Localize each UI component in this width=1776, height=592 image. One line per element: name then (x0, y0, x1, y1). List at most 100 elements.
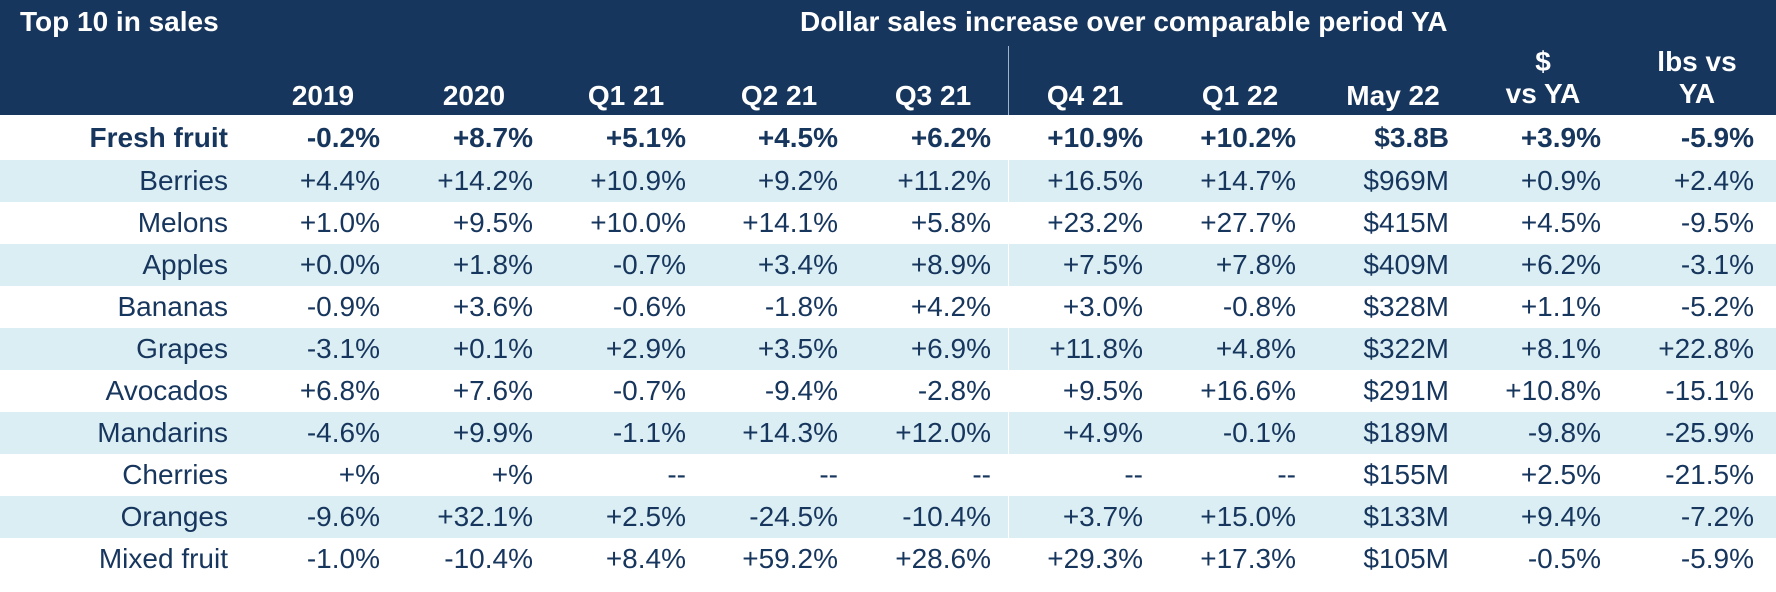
total-row: Fresh fruit -0.2% +8.7% +5.1% +4.5% +6.2% +10.… (0, 116, 1776, 160)
table-cell: +32.1% (437, 501, 533, 532)
table-cell: +10.0% (590, 207, 686, 238)
column-divider (1008, 412, 1009, 454)
table-cell: $328M (1363, 291, 1449, 322)
table-cell: -0.1% (1222, 417, 1296, 448)
table-cell: +0.9% (1520, 165, 1601, 196)
table-cell: +29.3% (1047, 543, 1143, 574)
table-cell: $133M (1363, 501, 1449, 532)
table-cell: -5.9% (1680, 543, 1754, 574)
table-cell: +11.2% (897, 165, 991, 196)
table-cell: $189M (1363, 417, 1449, 448)
table-cell: -- (819, 459, 838, 490)
table-cell: +3.7% (1062, 501, 1143, 532)
table-cell: -5.2% (1680, 291, 1754, 322)
column-header: Q2 21 (689, 80, 869, 112)
table-cell: -10.4% (444, 543, 533, 574)
table-cell: +6.2% (910, 122, 991, 153)
column-divider (1008, 328, 1009, 370)
column-header-line2: Q1 22 (1201, 80, 1279, 111)
table-cell: -3.1% (306, 333, 380, 364)
table-cell: -10.4% (902, 501, 991, 532)
column-header-line1: $ (1535, 46, 1551, 77)
table-cell: +2.5% (605, 501, 686, 532)
column-header-line2: 2020 (442, 80, 506, 111)
table-row: Apples +0.0% +1.8% -0.7% +3.4% +8.9% +7.5% +7.8… (0, 244, 1776, 286)
column-header: Q3 21 (843, 80, 1023, 112)
table-cell: -0.5% (1527, 543, 1601, 574)
table-cell: +9.5% (452, 207, 533, 238)
table-cell: +3.4% (757, 249, 838, 280)
table-cell: +5.8% (910, 207, 991, 238)
table-row: Grapes -3.1% +0.1% +2.9% +3.5% +6.9% +11.8% +4.… (0, 328, 1776, 370)
table-cell: -2.8% (917, 375, 991, 406)
table-cell: -1.0% (306, 543, 380, 574)
table-cell: +2.5% (1520, 459, 1601, 490)
table-cell: -5.9% (1680, 122, 1754, 153)
row-label: Avocados (105, 375, 228, 406)
table-row: Bananas -0.9% +3.6% -0.6% -1.8% +4.2% +3.0% -0.… (0, 286, 1776, 328)
table-cell: +3.5% (757, 333, 838, 364)
column-header-line2: Q4 21 (1046, 80, 1124, 111)
column-header: Q4 21 (995, 80, 1175, 112)
row-label: Oranges (120, 501, 228, 532)
table-cell: -3.1% (1680, 249, 1754, 280)
table-cell: -1.1% (612, 417, 686, 448)
table-cell: +17.3% (1200, 543, 1296, 574)
column-header: Q1 22 (1150, 80, 1330, 112)
column-header: 2020 (384, 80, 564, 112)
table-cell: +3.9% (1520, 122, 1601, 153)
table-cell: +0.0% (299, 249, 380, 280)
table-cell: +8.7% (452, 122, 533, 153)
table-cell: +14.3% (742, 417, 838, 448)
table-cell: +4.5% (757, 122, 838, 153)
column-divider (1008, 202, 1009, 244)
column-header: 2019 (233, 80, 413, 112)
column-header-line2: Q3 21 (894, 80, 972, 111)
table-cell: +4.9% (1062, 417, 1143, 448)
table-cell: +9.2% (757, 165, 838, 196)
table-cell: +2.9% (605, 333, 686, 364)
table-cell: -9.8% (1527, 417, 1601, 448)
table-cell: +9.4% (1520, 501, 1601, 532)
table-cell: +0.1% (452, 333, 533, 364)
column-header-line2: 2019 (291, 80, 355, 111)
column-divider (1008, 496, 1009, 538)
table-cell: +1.1% (1520, 291, 1601, 322)
table-body: Fresh fruit -0.2% +8.7% +5.1% +4.5% +6.2% +10.… (0, 116, 1776, 580)
table-row: Mixed fruit -1.0% -10.4% +8.4% +59.2% +28.6% +… (0, 538, 1776, 580)
table-cell: +8.4% (605, 543, 686, 574)
table-cell: $409M (1363, 249, 1449, 280)
column-header: May 22 (1303, 80, 1483, 112)
table-cell: -0.8% (1222, 291, 1296, 322)
row-label: Berries (139, 165, 228, 196)
table-row: Berries +4.4% +14.2% +10.9% +9.2% +11.2% +16.5… (0, 160, 1776, 202)
table-cell: +10.2% (1200, 122, 1296, 153)
table-cell: +4.4% (299, 165, 380, 196)
row-label: Grapes (136, 333, 228, 364)
column-divider (1008, 116, 1009, 160)
table-cell: +28.6% (895, 543, 991, 574)
table-cell: -0.9% (306, 291, 380, 322)
table-cell: +3.6% (452, 291, 533, 322)
table-cell: +9.5% (1062, 375, 1143, 406)
table-cell: +6.2% (1520, 249, 1601, 280)
table-cell: -- (972, 459, 991, 490)
table-cell: +23.2% (1047, 207, 1143, 238)
table-cell: -- (1124, 459, 1143, 490)
table-cell: $291M (1363, 375, 1449, 406)
column-header-line2: vs YA (1505, 78, 1581, 109)
table-cell: +% (338, 459, 380, 490)
row-label: Cherries (122, 459, 228, 490)
table-cell: +6.9% (910, 333, 991, 364)
table-cell: +14.7% (1200, 165, 1296, 196)
table-cell: -0.7% (612, 375, 686, 406)
column-divider (1008, 538, 1009, 580)
table-cell: $155M (1363, 459, 1449, 490)
table-cell: +12.0% (895, 417, 991, 448)
table-cell: -9.4% (764, 375, 838, 406)
column-header-line2: YA (1678, 78, 1716, 109)
table-cell: +% (491, 459, 533, 490)
table-cell: +16.6% (1200, 375, 1296, 406)
table-cell: +6.8% (299, 375, 380, 406)
table-cell: +22.8% (1658, 333, 1754, 364)
